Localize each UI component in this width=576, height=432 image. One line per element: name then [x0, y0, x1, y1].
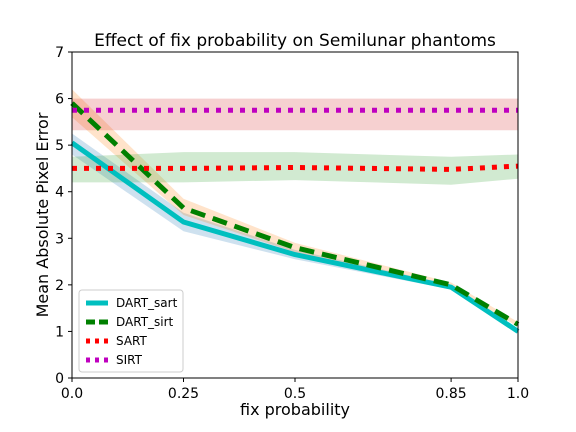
y-tick-label: 6	[55, 92, 64, 108]
y-tick-label: 3	[55, 231, 64, 247]
x-axis-ticks: 0.0 0.25 0.5 0.85 1.0	[61, 378, 529, 402]
x-axis-label: fix probability	[240, 400, 350, 419]
series-line-sart	[72, 163, 519, 172]
x-tick-label: 1.0	[507, 386, 529, 402]
series-line-dart-sirt	[70, 101, 520, 327]
y-tick-label: 1	[55, 324, 64, 340]
x-tick-label: 0.0	[61, 386, 83, 402]
y-tick-label: 0	[55, 371, 64, 387]
y-tick-label: 2	[55, 278, 64, 294]
x-tick-label: 0.5	[284, 386, 306, 402]
band-sart	[72, 152, 518, 185]
y-tick-label: 7	[55, 45, 64, 61]
x-tick-label: 0.25	[168, 386, 199, 402]
band-sirt	[72, 98, 518, 131]
confidence-bands	[72, 89, 518, 334]
x-tick-label: 0.85	[436, 386, 467, 402]
legend: DART_sart DART_sirt SART SIRT	[78, 289, 184, 373]
chart-title: Effect of fix probability on Semilunar p…	[94, 31, 496, 51]
legend-label: DART_sart	[116, 296, 178, 310]
legend-label: SIRT	[116, 353, 143, 367]
legend-label: DART_sirt	[116, 315, 174, 329]
legend-box	[78, 289, 184, 373]
y-tick-label: 4	[55, 185, 64, 201]
legend-label: SART	[116, 334, 148, 348]
series-line-dart-sart	[70, 140, 520, 334]
y-axis-ticks: 0 1 2 3 4 5 6 7	[55, 45, 72, 387]
y-tick-label: 5	[55, 138, 64, 154]
y-axis-label: Mean Absolute Pixel Error	[33, 112, 52, 317]
series-lines	[70, 101, 520, 334]
